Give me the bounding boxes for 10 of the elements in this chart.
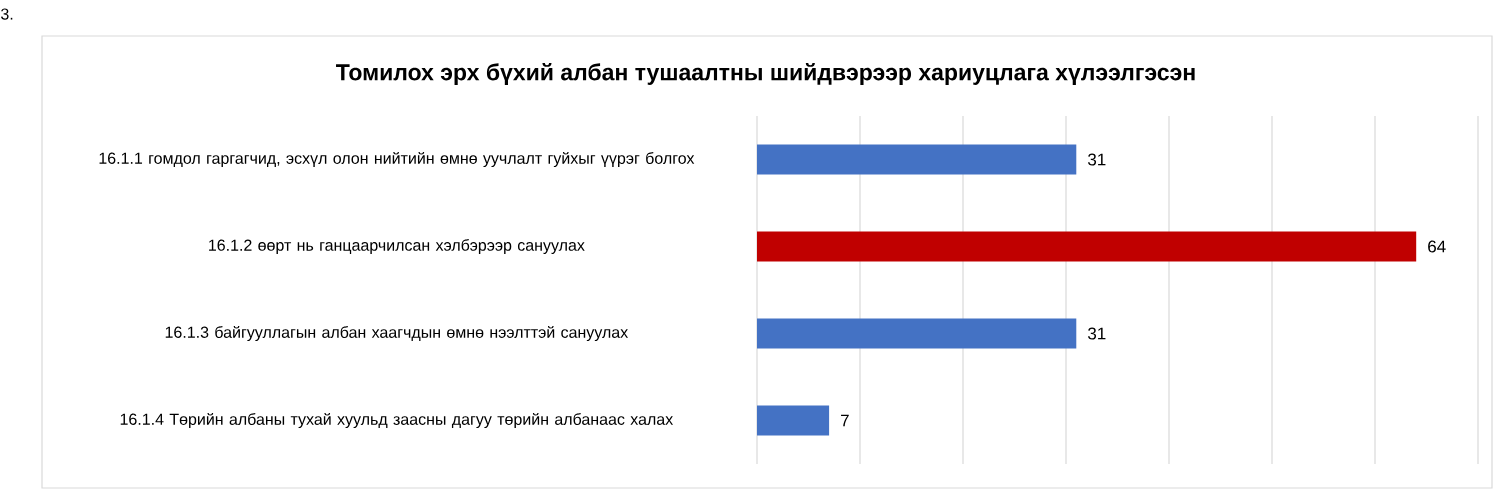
data-label: 31 xyxy=(1088,327,1106,340)
y-tick-label: 16.1.1 гомдол гаргагчид, эсхүл олон нийтийн өмнө уучлалт гуйхыг үүрэг болгох xyxy=(99,151,695,168)
data-label: 7 xyxy=(841,414,849,427)
y-tick-label: 16.1.3 байгууллагын албан хаагчдын өмнө нээлттэй сануулах xyxy=(165,325,629,342)
chart-title: Томилох эрх бүхий албан тушаалтны шийдвэрээр хариуцлага хүлээлгэсэн xyxy=(336,63,1195,85)
text: 3. xyxy=(1,8,13,20)
data-label: 31 xyxy=(1088,153,1106,166)
y-tick-label: 16.1.2 өөрт нь ганцаарчилсан хэлбэрээр сануулах xyxy=(209,238,585,255)
data-label: 64 xyxy=(1428,240,1446,253)
y-tick-label: 16.1.4 Төрийн албаны тухай хуульд заасны дагуу төрийн албанаас халах xyxy=(120,412,674,429)
